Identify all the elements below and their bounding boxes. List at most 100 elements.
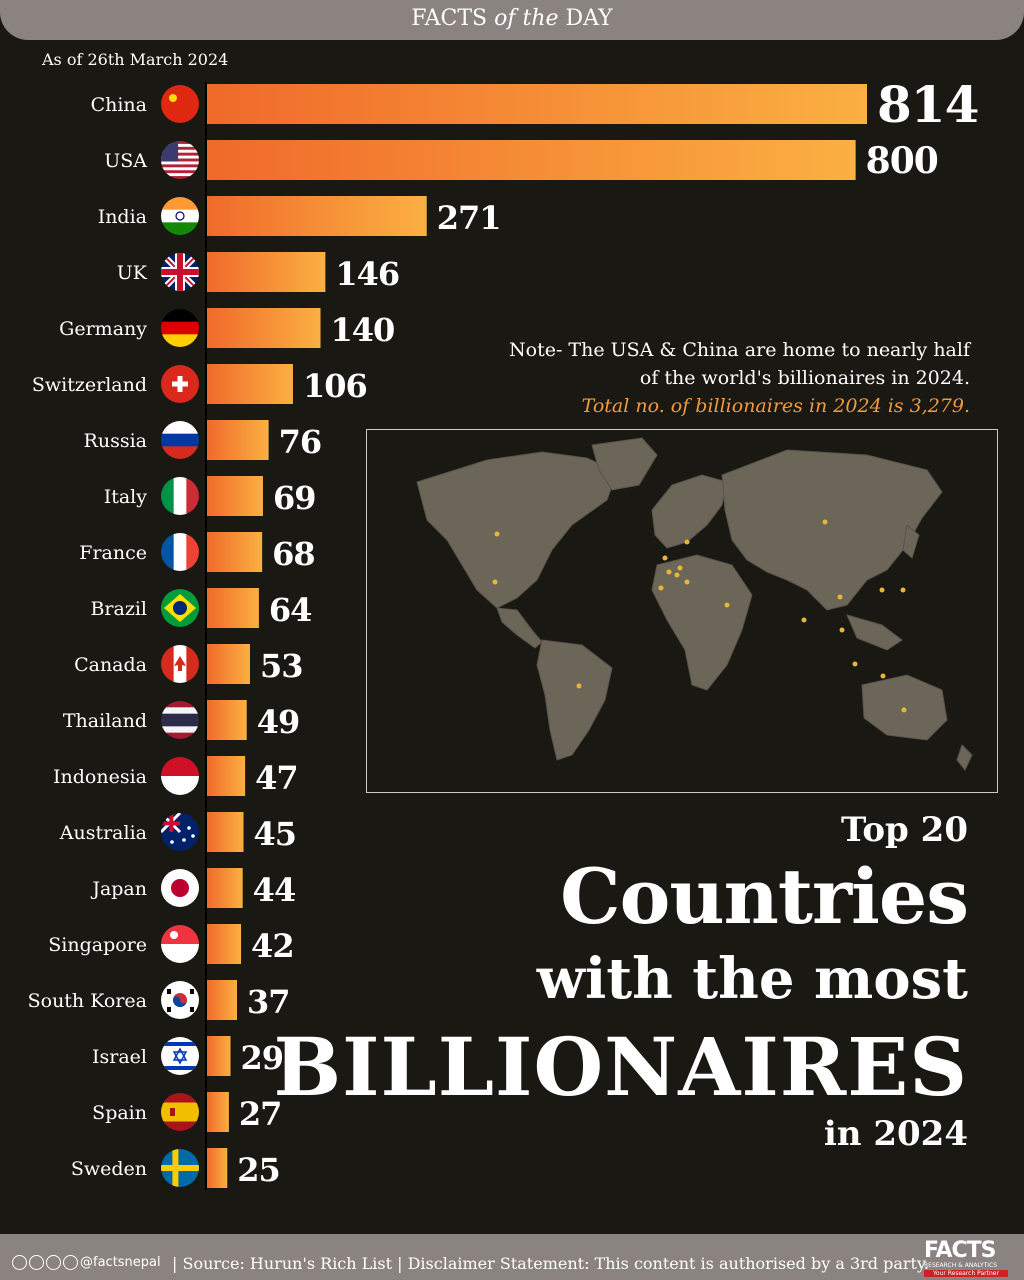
category-label: Russia <box>84 430 147 452</box>
note-total: Total no. of billionaires in 2024 is 3,2… <box>581 395 970 417</box>
value-label: 106 <box>303 367 367 405</box>
value-label: 29 <box>241 1039 284 1077</box>
category-label: South Korea <box>28 990 147 1012</box>
category-label: Switzerland <box>32 374 147 396</box>
indonesia-flag-icon <box>161 757 199 795</box>
value-label: 44 <box>253 871 296 909</box>
value-label: 69 <box>273 479 316 517</box>
category-label: France <box>79 542 147 564</box>
value-label: 140 <box>331 311 395 349</box>
category-label: Australia <box>59 822 147 844</box>
note-line-2: of the world's billionaires in 2024. <box>639 367 970 389</box>
value-label: 64 <box>269 591 312 629</box>
instagram-icon[interactable] <box>29 1255 44 1270</box>
japan-flag-icon <box>161 869 199 907</box>
category-label: Canada <box>74 654 147 676</box>
category-label: Thailand <box>63 710 147 732</box>
value-label: 53 <box>260 647 303 685</box>
logo-tag: Your Research Partner <box>924 1270 1008 1277</box>
bar <box>207 252 326 292</box>
value-label: 271 <box>437 199 501 237</box>
header-title-pre: FACTS <box>411 6 495 31</box>
brazil-flag-icon <box>161 589 199 627</box>
note-block: Note- The USA & China are home to nearly… <box>410 336 970 420</box>
facebook-icon[interactable] <box>12 1255 27 1270</box>
value-label: 47 <box>255 759 298 797</box>
value-label: 800 <box>866 140 938 182</box>
value-label: 25 <box>237 1151 280 1189</box>
bar <box>207 812 244 852</box>
value-label: 146 <box>335 255 399 293</box>
category-label: USA <box>104 150 147 172</box>
south-korea-flag-icon <box>161 981 199 1019</box>
bar <box>207 1092 229 1132</box>
sweden-flag-icon <box>161 1149 199 1187</box>
category-label: Italy <box>104 486 148 508</box>
header-band: FACTS of the DAY <box>0 0 1024 40</box>
value-label: 49 <box>257 703 300 741</box>
headline-year: in 2024 <box>823 1114 968 1154</box>
value-label: 27 <box>239 1095 282 1133</box>
category-label: Sweden <box>71 1158 147 1180</box>
bar <box>207 196 427 236</box>
value-label: 76 <box>279 423 322 461</box>
usa-flag-icon <box>161 141 199 179</box>
bar <box>207 644 250 684</box>
bar <box>207 532 263 572</box>
bar <box>207 700 247 740</box>
russia-flag-icon <box>161 421 199 459</box>
headline-countries: Countries <box>560 852 969 941</box>
category-label: Israel <box>92 1046 147 1068</box>
logo-sub: RESEARCH & ANALYTICS <box>924 1262 998 1269</box>
category-label: Japan <box>90 878 147 900</box>
bar <box>207 1036 231 1076</box>
bar <box>207 140 856 180</box>
category-label: India <box>98 206 147 228</box>
germany-flag-icon <box>161 309 199 347</box>
bar <box>207 308 321 348</box>
uk-flag-icon <box>161 253 199 291</box>
france-flag-icon <box>161 533 199 571</box>
bar <box>207 84 867 124</box>
logo-text: FACTS <box>924 1238 997 1263</box>
world-map-icon <box>416 437 973 771</box>
x-icon[interactable] <box>46 1255 61 1270</box>
note-line-1: Note- The USA & China are home to nearly… <box>509 339 970 361</box>
bar <box>207 476 263 516</box>
category-label: Spain <box>92 1102 147 1124</box>
headline-with: with the most <box>536 946 968 1012</box>
social-icons: @factsnepal <box>12 1255 161 1270</box>
world-map <box>366 429 998 793</box>
as-of-date: As of 26th March 2024 <box>42 50 229 69</box>
bar <box>207 980 237 1020</box>
bar <box>207 588 259 628</box>
header-title-post: DAY <box>558 6 613 31</box>
spain-flag-icon <box>161 1093 199 1131</box>
headline-top: Top 20 <box>840 810 968 850</box>
bar <box>207 1148 228 1188</box>
canada-flag-icon <box>161 645 199 683</box>
category-label: Indonesia <box>53 766 147 788</box>
thailand-flag-icon <box>161 701 199 739</box>
category-label: Singapore <box>48 934 147 956</box>
bar <box>207 364 293 404</box>
header-title-em: of the <box>494 6 559 31</box>
value-label: 68 <box>272 535 315 573</box>
israel-flag-icon <box>161 1037 199 1075</box>
headline-billionaires: BILLIONAIRES <box>273 1020 968 1114</box>
category-label: Germany <box>59 318 147 340</box>
footer-source: | Source: Hurun's Rich List | Disclaimer… <box>172 1254 929 1273</box>
italy-flag-icon <box>161 477 199 515</box>
bar-chart: China 814 USA 800 India 271 UK 146 Germany 140 Swi… <box>28 75 979 1190</box>
pinterest-icon[interactable] <box>63 1255 78 1270</box>
switzerland-flag-icon <box>161 365 199 403</box>
social-handle[interactable]: @factsnepal <box>80 1255 161 1270</box>
category-label: UK <box>117 262 148 284</box>
value-label: 37 <box>247 983 290 1021</box>
category-label: Brazil <box>90 598 147 620</box>
value-label: 45 <box>253 815 296 853</box>
bar <box>207 924 242 964</box>
facts-logo: FACTS RESEARCH & ANALYTICS Your Research… <box>924 1238 1008 1277</box>
bar <box>207 756 246 796</box>
india-flag-icon <box>161 197 199 235</box>
